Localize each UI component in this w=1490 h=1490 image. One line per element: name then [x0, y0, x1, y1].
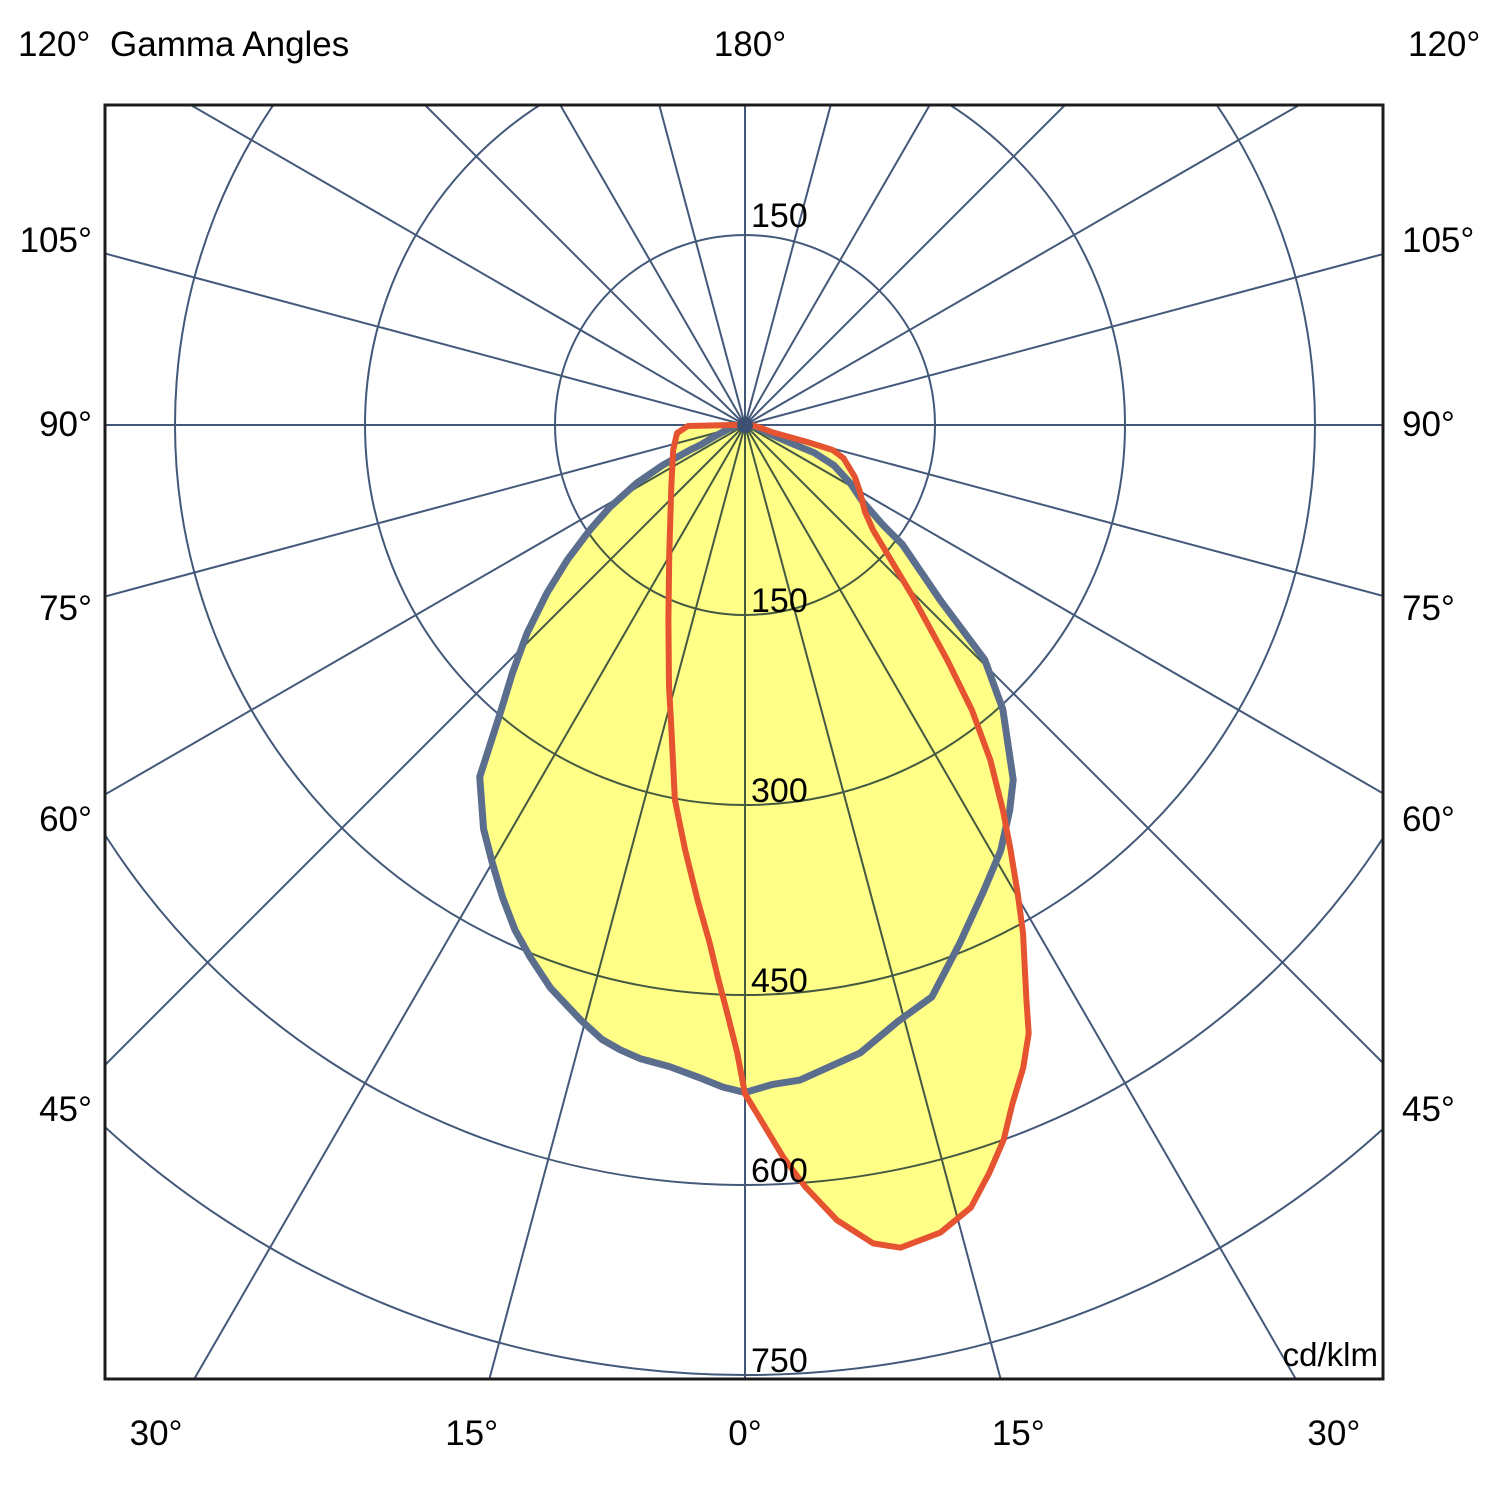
ring-label-top-150: 150: [751, 197, 808, 235]
axis-label-left-45: 45°: [39, 1090, 92, 1129]
grid-ray--135: [424, 105, 746, 426]
chart-title: Gamma Angles: [110, 25, 350, 64]
photometric-center-dot: [737, 417, 753, 433]
ring-label-600: 600: [751, 1152, 808, 1190]
ring-label-750: 750: [751, 1342, 808, 1380]
axis-label-right-60: 60°: [1402, 800, 1455, 840]
axis-label-right-90: 90°: [1402, 405, 1455, 444]
grid-ray-165: [744, 105, 832, 426]
grid-ray-105: [744, 253, 1383, 426]
grid-ray--75: [105, 424, 746, 598]
axis-label-left-60: 60°: [39, 800, 92, 840]
grid-ray-150: [744, 105, 931, 426]
axis-label-right-75: 75°: [1402, 588, 1455, 628]
axis-label-bottom-1: 15°: [445, 1414, 499, 1453]
axis-label-left-75: 75°: [39, 588, 92, 628]
ring-label-300: 300: [751, 772, 808, 810]
axis-label-bottom-0: 30°: [129, 1414, 183, 1453]
ring-label-150: 150: [751, 582, 808, 620]
axis-label-top-180: 180°: [713, 25, 787, 64]
axis-label-left-105: 105°: [19, 221, 92, 261]
unit-label: cd/klm: [1282, 1336, 1378, 1373]
axis-label-bottom-2: 0°: [728, 1414, 762, 1453]
grid-ray--120: [190, 105, 746, 426]
grid-ray-75: [744, 424, 1383, 597]
grid-ray--105: [105, 252, 746, 426]
intensity-curve-red: [665, 422, 1032, 1251]
grid-ray--165: [658, 105, 746, 426]
grid-ray--150: [559, 105, 746, 426]
axis-label-right-45: 45°: [1402, 1090, 1455, 1129]
intensity-curve-red-fill: [668, 425, 1029, 1248]
axis-label-right-120: 120°: [1408, 25, 1481, 64]
axis-label-left-120: 120°: [18, 25, 91, 64]
grid-ray-120: [744, 105, 1300, 426]
axis-label-left-90: 90°: [39, 405, 92, 444]
plot-border: [103, 103, 1385, 1381]
grid-ray-135: [744, 105, 1066, 426]
axis-label-bottom-3: 15°: [991, 1414, 1045, 1453]
axis-label-right-105: 105°: [1402, 221, 1475, 261]
curve-fill-layer: [479, 425, 1029, 1248]
axis-label-bottom-4: 30°: [1307, 1414, 1361, 1453]
ring-label-450: 450: [751, 962, 808, 1000]
